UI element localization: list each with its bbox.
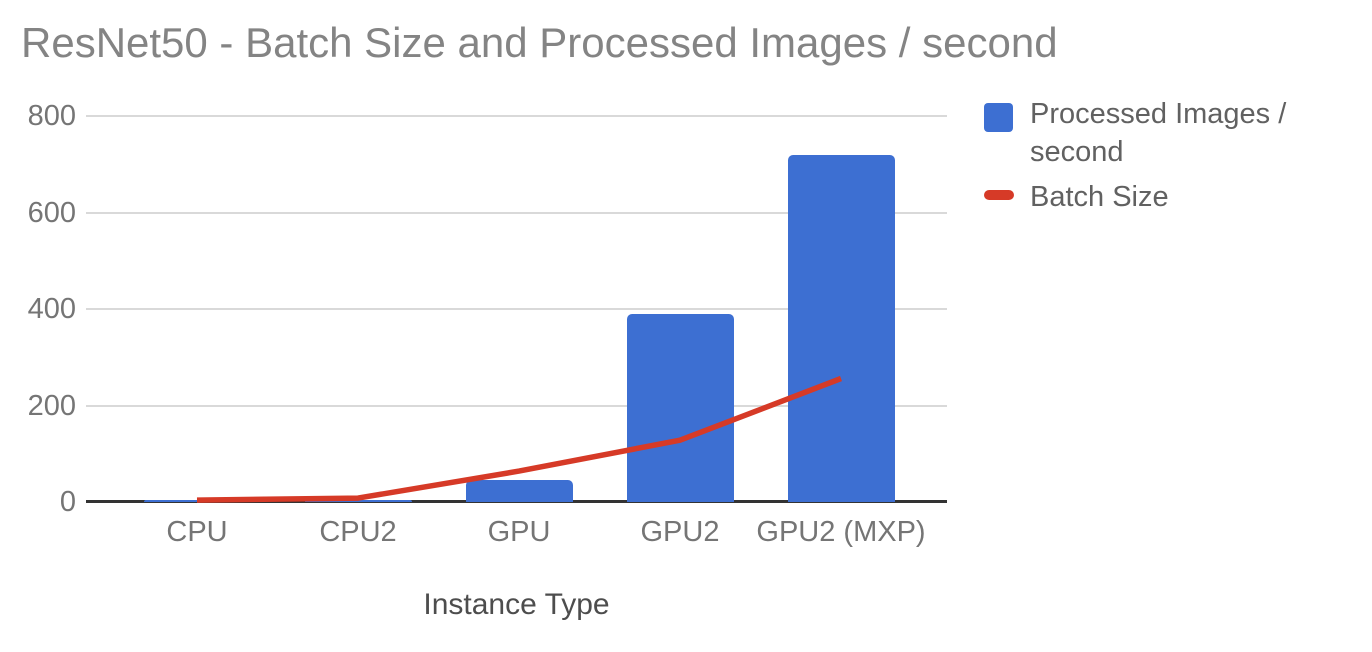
- bar-gpu2: [626, 313, 734, 502]
- legend-swatch-dash-icon: [984, 190, 1014, 200]
- legend-label: Batch Size: [1030, 181, 1169, 213]
- plot-area: [86, 115, 947, 503]
- y-tick-label: 400: [27, 293, 76, 325]
- gridline: [86, 115, 947, 117]
- y-tick-label: 600: [27, 196, 76, 229]
- y-tick-label: 0: [59, 486, 76, 518]
- bar-cpu2: [304, 500, 412, 502]
- bar-cpu: [143, 500, 251, 502]
- legend-label: Processed Images / second: [1030, 98, 1287, 168]
- x-category-label: CPU: [166, 516, 228, 548]
- x-category-label: GPU: [487, 516, 551, 548]
- legend-swatch-square-icon: [984, 103, 1013, 132]
- bar-gpu2-mxp: [787, 154, 895, 502]
- gridline: [86, 211, 947, 214]
- bar-gpu: [465, 479, 573, 502]
- y-tick-label: 800: [27, 100, 76, 132]
- x-category-label: CPU2: [319, 516, 397, 548]
- x-category-label: GPU2: [640, 516, 720, 548]
- x-category-label: GPU2 (MXP): [756, 516, 926, 548]
- y-tick-label: 200: [27, 389, 76, 422]
- x-axis-title: Instance Type: [423, 588, 610, 621]
- chart-title: ResNet50 - Batch Size and Processed Imag…: [21, 19, 1058, 66]
- gridline: [86, 308, 947, 310]
